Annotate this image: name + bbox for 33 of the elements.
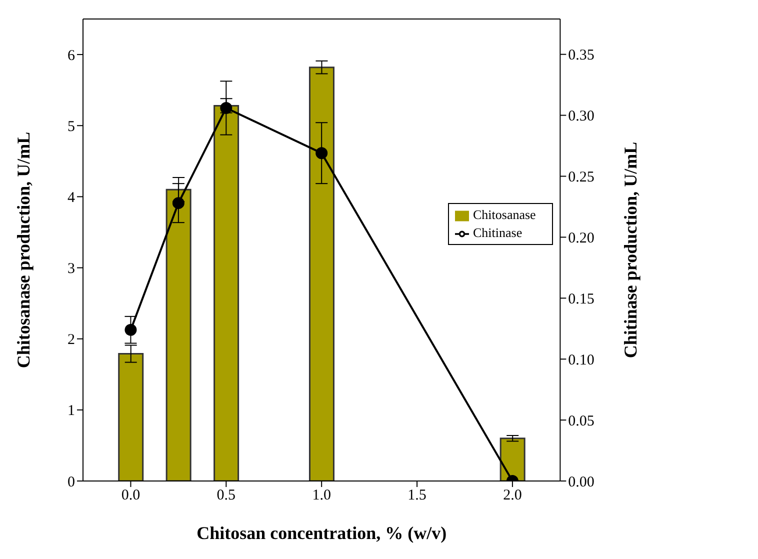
x-tick-label: 1.0 — [312, 488, 331, 504]
y2-tick-label: 0.20 — [568, 230, 594, 247]
x-tick-label: 1.5 — [408, 488, 426, 504]
point — [220, 102, 232, 114]
y-tick-label: 4 — [68, 190, 76, 206]
y-tick-label: 1 — [68, 403, 75, 420]
y-tick-label: 3 — [68, 261, 75, 278]
legend-label: Chitosanase — [473, 207, 536, 222]
x-axis-title: Chitosan concentration, % (w/v) — [196, 523, 447, 543]
y2-axis-title: Chitinase production, U/mL — [620, 142, 641, 358]
point — [172, 197, 184, 210]
bar — [166, 188, 192, 481]
y-tick-label: 0 — [68, 474, 75, 490]
bar — [308, 66, 334, 481]
y2-tick-label: 0.00 — [568, 474, 594, 490]
legend-label: Chitinase — [473, 225, 522, 240]
y2-tick-label: 0.10 — [568, 352, 594, 368]
y-axis-title: Chitosanase production, U/mL — [13, 132, 34, 368]
point — [316, 147, 328, 160]
x-tick-label: 0.5 — [216, 488, 236, 504]
bar — [118, 353, 144, 481]
y2-tick-label: 0.05 — [568, 413, 594, 430]
y-tick-label: 2 — [68, 332, 75, 348]
point — [124, 324, 137, 336]
y2-tick-label: 0.30 — [568, 108, 594, 125]
y2-tick-label: 0.25 — [568, 170, 594, 186]
y2-tick-label: 0.15 — [568, 291, 594, 308]
y-tick-label: 6 — [68, 48, 76, 64]
x-tick-label: 2.0 — [503, 488, 522, 504]
y-tick-label: 5 — [68, 118, 75, 135]
bar — [214, 104, 240, 481]
y2-tick-label: 0.35 — [568, 48, 594, 64]
x-tick-label: 0.0 — [121, 488, 140, 504]
